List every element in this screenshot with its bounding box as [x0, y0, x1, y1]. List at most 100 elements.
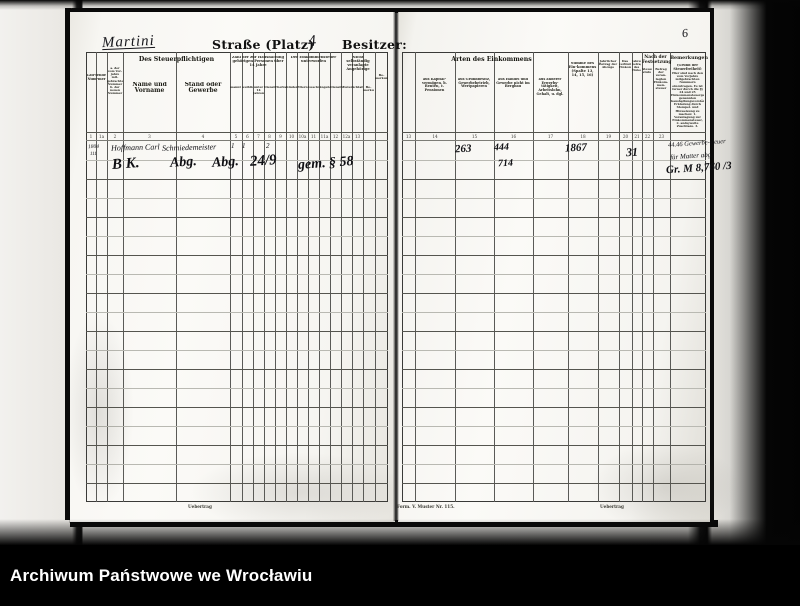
scan-shadow-right [712, 0, 800, 545]
column-number-20: 20 [622, 133, 629, 139]
column-number-13: 13 [405, 133, 412, 139]
column-number-1a: 1a [98, 133, 105, 139]
row-rule-light [86, 426, 388, 427]
row-rule-light [402, 350, 706, 351]
header-10a: Geschwister [308, 86, 319, 89]
entry-new-number: 111 [89, 151, 97, 158]
column-rule [230, 52, 231, 502]
column-number-10: 10 [288, 133, 295, 139]
header-yearly: Jahres-betrag des Einkommens [632, 60, 641, 73]
header-9: Kinder [286, 86, 297, 89]
header-12: Mieter [341, 86, 352, 89]
column-rule [286, 52, 287, 502]
column-rule [275, 52, 276, 502]
column-number-13: 13 [354, 133, 361, 139]
archive-caption-bar: Archiwum Państwowe we Wrocławiu [0, 545, 800, 606]
column-number-2: 2 [113, 133, 117, 139]
column-rule [308, 52, 309, 502]
header-4: männlich [230, 86, 241, 89]
column-rule [96, 52, 97, 502]
header-remarks: Bemerkungen [670, 55, 708, 61]
header-6: unter 14 Jahren [253, 86, 264, 96]
column-number-21: 21 [634, 133, 640, 139]
column-number-17: 17 [547, 133, 554, 139]
entry-note-b: Abg. [211, 154, 240, 171]
column-number-11: 11 [310, 133, 317, 139]
column-number-10a: 10a [298, 133, 307, 139]
column-number-18: 18 [580, 133, 586, 139]
entry-note-a: Abg. [169, 154, 198, 171]
row-rule-light [86, 274, 388, 275]
column-rule [264, 52, 265, 502]
row-rule-light [402, 274, 706, 275]
row-rule-light [86, 350, 388, 351]
column-rule [107, 52, 108, 502]
header-deductions: Jährlicher Betrag der Abzüge [598, 60, 618, 70]
row-rule-light [86, 312, 388, 313]
row-rule-light [86, 464, 388, 465]
column-number-6: 6 [246, 133, 249, 139]
row-rule [86, 445, 388, 446]
entry-initials: B K. [111, 155, 141, 173]
entry-persons-female: 1 [242, 142, 246, 150]
entry-remaining: 714 [497, 157, 514, 170]
column-rule [653, 52, 654, 502]
row-rule [86, 179, 388, 180]
entry-children: 2 [266, 142, 270, 150]
header-band-rule [402, 132, 706, 133]
entry-tax-step: 31 [625, 144, 639, 160]
page-edge-right [708, 8, 714, 520]
header-remarks-sub: (Grund der Steuerfreiheit) [673, 64, 702, 70]
row-rule [86, 217, 388, 218]
column-rule [494, 52, 495, 502]
header-12a: Schlafstelle [352, 86, 363, 89]
row-rule [86, 483, 388, 484]
column-number-3: 3 [148, 133, 151, 139]
header-11: Angehörige [319, 86, 330, 89]
header-10: Eltern [297, 86, 308, 89]
owner-label: Besitzer: [342, 37, 408, 52]
scan-shadow-top [0, 0, 800, 10]
group-title-income-kinds: Arten des Einkommens [451, 56, 532, 63]
header-5: weiblich [242, 86, 253, 89]
row-rule [86, 331, 388, 332]
entry-occupation: Schmiedemeister [161, 142, 217, 153]
row-rule-light [402, 312, 706, 313]
header-trade: Stand oder Gewerbe [184, 82, 222, 95]
column-rule [123, 52, 124, 502]
header-remaining: Das verbleibende Einkommen [619, 60, 631, 70]
header-income-sum: Summe des Ein-kommens (Spalte 13, 14, 15… [568, 62, 597, 77]
header-13: Be-merkung [363, 86, 374, 93]
row-rule [402, 407, 706, 408]
header-14: aus Grundbesitz, Gewerbebetrieb, Wertpap… [457, 78, 491, 89]
row-rule-light [402, 464, 706, 465]
column-number-14: 14 [432, 133, 438, 139]
row-rule [86, 255, 388, 256]
column-number-9: 9 [279, 133, 282, 139]
row-rule-light [402, 236, 706, 237]
header-11a: Dienstboten [330, 86, 341, 89]
row-rule [86, 293, 388, 294]
header-16: aus anderer Erwerbs-tätigkeit, Arbeitslo… [536, 78, 564, 96]
archive-caption-text: Archiwum Państwowe we Wrocławiu [10, 565, 313, 585]
column-rule [619, 52, 620, 502]
column-number-23: 23 [658, 133, 665, 139]
row-rule-light [402, 160, 706, 161]
column-rule [319, 52, 320, 502]
row-rule [86, 369, 388, 370]
column-number-11a: 11a [320, 133, 329, 139]
column-rule [242, 52, 243, 502]
column-rule [415, 52, 416, 502]
row-rule-light [402, 426, 706, 427]
column-number-15: 15 [471, 133, 478, 139]
column-rule [297, 52, 298, 502]
header-after-assessment: Nach der Festsetzung [642, 55, 672, 65]
header-tax-amount: Betrag der veran-lagten Einkom-men-steue… [653, 68, 669, 91]
group-title-dependents: Nicht selbständig veranlagte Angehörige [346, 56, 370, 71]
entry-date: 24/9 [249, 152, 278, 170]
street-label: Straße (Platz) [212, 37, 315, 52]
row-rule [402, 331, 706, 332]
header-note-left: Be-merkung [375, 74, 388, 81]
group-title-taxpayer: Des Steuerpflichtigen [138, 56, 215, 63]
